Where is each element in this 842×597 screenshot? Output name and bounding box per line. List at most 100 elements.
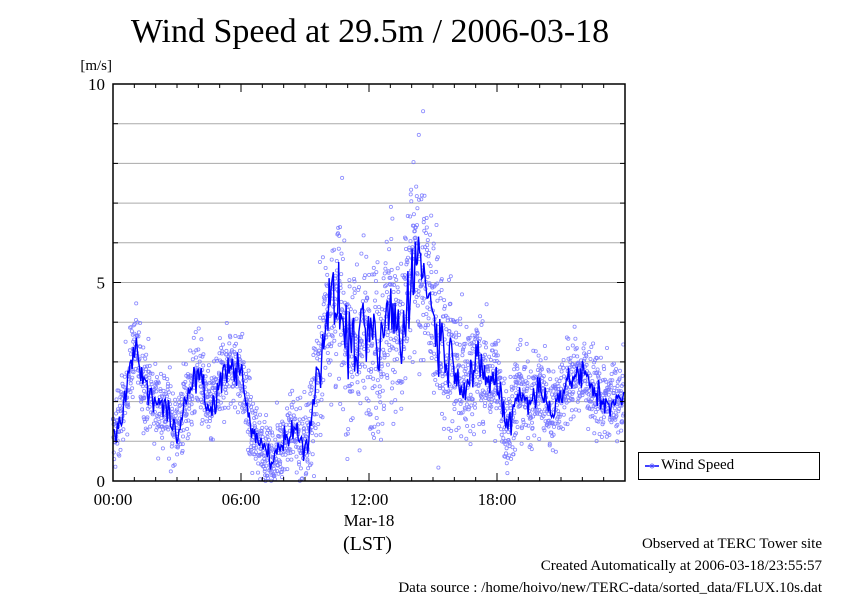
scatter-point (148, 424, 153, 429)
scatter-point (573, 407, 578, 412)
scatter-point (136, 330, 141, 335)
scatter-point (194, 348, 199, 353)
scatter-point (323, 265, 328, 270)
scatter-point (468, 392, 473, 397)
scatter-point (305, 457, 310, 462)
scatter-point (259, 431, 264, 436)
scatter-point (442, 416, 447, 421)
scatter-point (391, 289, 396, 294)
scatter-point (189, 422, 194, 427)
scatter-point (154, 389, 159, 394)
scatter-point (547, 443, 552, 448)
scatter-point (612, 406, 617, 411)
scatter-point (468, 429, 473, 434)
scatter-point (239, 335, 244, 340)
scatter-point (411, 160, 416, 165)
scatter-point (519, 441, 524, 446)
scatter-point (544, 382, 549, 387)
scatter-point (160, 446, 165, 451)
scatter-point (403, 376, 408, 381)
scatter-point (467, 335, 472, 340)
scatter-point (121, 437, 126, 442)
scatter-point (252, 416, 257, 421)
scatter-point (384, 290, 389, 295)
scatter-point (173, 413, 178, 418)
scatter-point (316, 341, 321, 346)
scatter-point (253, 424, 258, 429)
scatter-point (489, 404, 494, 409)
scatter-point (114, 397, 119, 402)
scatter-point (332, 247, 337, 252)
scatter-point (341, 407, 346, 412)
scatter-point (159, 416, 164, 421)
scatter-point (378, 400, 383, 405)
scatter-point (261, 453, 266, 458)
scatter-point (152, 441, 157, 446)
scatter-point (563, 421, 568, 426)
scatter-point (477, 336, 482, 341)
scatter-point (394, 277, 399, 282)
scatter-point (311, 439, 316, 444)
scatter-point (212, 385, 217, 390)
scatter-point (494, 353, 499, 358)
scatter-point (183, 379, 188, 384)
scatter-point (321, 318, 326, 323)
scatter-point (483, 345, 488, 350)
scatter-point (236, 381, 241, 386)
scatter-point (189, 419, 194, 424)
scatter-point (142, 419, 147, 424)
scatter-point (458, 316, 463, 321)
scatter-point (421, 109, 426, 114)
scatter-point (321, 302, 326, 307)
scatter-point (392, 357, 397, 362)
scatter-point (122, 385, 127, 390)
scatter-point (427, 307, 432, 312)
scatter-point (293, 440, 298, 445)
scatter-point (320, 255, 325, 260)
scatter-point (448, 274, 453, 279)
scatter-point (227, 341, 232, 346)
scatter-point (125, 400, 130, 405)
scatter-point (229, 348, 234, 353)
scatter-point (274, 400, 279, 405)
scatter-point (279, 475, 284, 480)
scatter-point (191, 335, 196, 340)
scatter-point (530, 425, 535, 430)
scatter-point (294, 454, 299, 459)
scatter-point (588, 356, 593, 361)
scatter-point (493, 342, 498, 347)
scatter-point (355, 380, 360, 385)
scatter-point (405, 255, 410, 260)
scatter-point (265, 473, 270, 478)
scatter-point (214, 356, 219, 361)
scatter-point (369, 425, 374, 430)
scatter-point (325, 272, 330, 277)
scatter-point (538, 372, 543, 377)
scatter-point (472, 401, 477, 406)
scatter-point (526, 435, 531, 440)
scatter-point (183, 362, 188, 367)
scatter-point (468, 442, 473, 447)
scatter-point (604, 379, 609, 384)
scatter-point (454, 398, 459, 403)
scatter-point (194, 355, 199, 360)
scatter-point (357, 365, 362, 370)
scatter-point (315, 389, 320, 394)
scatter-point (372, 272, 377, 277)
scatter-point (349, 354, 354, 359)
series-line-wind-speed (112, 236, 625, 470)
scatter-point (511, 452, 516, 457)
scatter-point (298, 466, 303, 471)
scatter-point (453, 399, 458, 404)
scatter-point (439, 277, 444, 282)
scatter-point (507, 453, 512, 458)
scatter-point (254, 415, 259, 420)
scatter-point (313, 402, 318, 407)
scatter-point (158, 387, 163, 392)
scatter-point (379, 374, 384, 379)
scatter-point (479, 322, 484, 327)
scatter-point (321, 378, 326, 383)
scatter-point (436, 465, 441, 470)
scatter-point (336, 246, 341, 251)
scatter-point (463, 359, 468, 364)
